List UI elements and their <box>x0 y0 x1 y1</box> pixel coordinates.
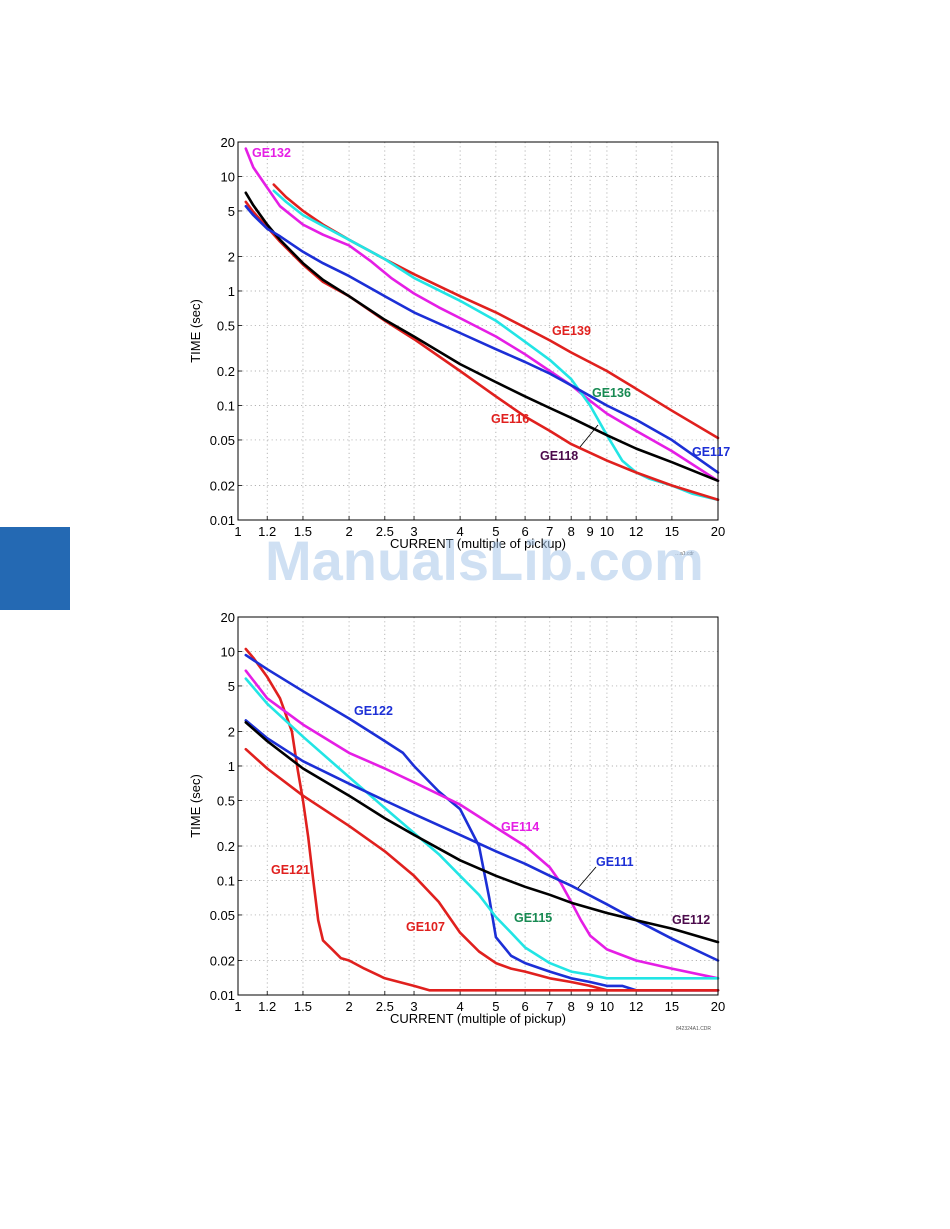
plot-area <box>238 142 718 520</box>
curve-label-ge112: GE112 <box>672 913 710 927</box>
x-tick-label: 8 <box>568 524 575 539</box>
x-tick-label: 7 <box>546 999 553 1014</box>
y-tick-label: 0.05 <box>210 908 235 923</box>
curve-label-ge117: GE117 <box>692 445 730 459</box>
x-tick-label: 9 <box>586 999 593 1014</box>
y-tick-label: 20 <box>221 135 235 150</box>
series-line-ge114 <box>244 669 720 980</box>
y-tick-label: 2 <box>228 250 235 265</box>
x-tick-label: 10 <box>600 999 614 1014</box>
x-tick-label: 12 <box>629 524 643 539</box>
plot-frame <box>237 616 719 996</box>
y-tick-label: 0.1 <box>217 873 235 888</box>
curve-label-ge114: GE114 <box>501 820 539 834</box>
series-line-ge107 <box>244 747 720 992</box>
curve-label-ge116: GE116 <box>491 412 529 426</box>
y-axis-label: TIME (sec) <box>188 774 203 838</box>
y-tick-label: 1 <box>228 759 235 774</box>
plot-area <box>238 617 718 995</box>
curve-label-ge111: GE111 <box>596 855 634 869</box>
y-tick-label: 2 <box>228 725 235 740</box>
x-tick-label: 8 <box>568 999 575 1014</box>
y-tick-label: 0.2 <box>217 839 235 854</box>
plot-frame <box>237 141 719 521</box>
series-line-ge117 <box>244 204 720 474</box>
x-tick-label: 1.2 <box>258 524 276 539</box>
x-tick-label: 1 <box>234 524 241 539</box>
x-axis-label: CURRENT (multiple of pickup) <box>390 536 566 551</box>
x-tick-label: 20 <box>711 524 725 539</box>
x-tick-label: 2.5 <box>376 524 394 539</box>
x-tick-label: 2 <box>345 524 352 539</box>
side-section-tab <box>0 527 70 610</box>
watermark: ManualsLib.com <box>265 529 704 592</box>
x-tick-label: 4 <box>457 999 464 1014</box>
y-tick-label: 0.01 <box>210 513 235 528</box>
x-tick-label: 15 <box>665 524 679 539</box>
y-tick-label: 10 <box>221 169 235 184</box>
y-tick-label: 10 <box>221 644 235 659</box>
x-tick-label: 7 <box>546 524 553 539</box>
x-tick-label: 10 <box>600 524 614 539</box>
curve-label-ge121: GE121 <box>271 863 310 877</box>
x-tick-label: 2 <box>345 999 352 1014</box>
x-tick-label: 15 <box>665 999 679 1014</box>
curve-label-ge132: GE132 <box>252 146 291 160</box>
x-axis-label: CURRENT (multiple of pickup) <box>390 1011 566 1026</box>
x-tick-label: 3 <box>410 999 417 1014</box>
y-tick-label: 0.5 <box>217 318 235 333</box>
series-line-ge132 <box>244 147 720 483</box>
x-tick-label: 20 <box>711 999 725 1014</box>
series-line-ge121 <box>244 647 720 992</box>
curve-label-ge122: GE122 <box>354 704 393 718</box>
x-tick-label: 4 <box>457 524 464 539</box>
x-tick-label: 1.2 <box>258 999 276 1014</box>
label-leader-line <box>577 866 597 889</box>
series-line-ge112 <box>244 721 720 944</box>
y-tick-label: 0.01 <box>210 988 235 1003</box>
curve-label-ge118: GE118 <box>540 449 578 463</box>
y-tick-label: 0.02 <box>210 954 235 969</box>
y-tick-label: 0.5 <box>217 793 235 808</box>
drawing-code: 842324A1.CDR <box>676 1026 711 1032</box>
label-leader-line <box>579 424 599 448</box>
x-tick-label: 12 <box>629 999 643 1014</box>
y-tick-label: 5 <box>228 204 235 219</box>
series-line-ge139 <box>272 183 720 440</box>
y-tick-label: 5 <box>228 679 235 694</box>
curve-label-ge107: GE107 <box>406 920 445 934</box>
series-line-ge118 <box>244 191 720 483</box>
y-tick-label: 0.05 <box>210 433 235 448</box>
x-tick-label: 2.5 <box>376 999 394 1014</box>
series-line-ge111 <box>244 719 720 962</box>
y-tick-label: 0.1 <box>217 398 235 413</box>
series-line-ge115 <box>244 677 720 980</box>
curve-label-ge136: GE136 <box>592 386 631 400</box>
series-line-ge122 <box>244 653 720 992</box>
y-axis-label: TIME (sec) <box>188 299 203 363</box>
curve-label-ge115: GE115 <box>514 911 552 925</box>
x-tick-label: 1.5 <box>294 524 312 539</box>
y-tick-label: 0.02 <box>210 479 235 494</box>
x-tick-label: 9 <box>586 524 593 539</box>
drawing-code: …a1.cdr <box>675 551 694 557</box>
x-tick-label: 5 <box>492 524 499 539</box>
x-tick-label: 6 <box>521 999 528 1014</box>
x-tick-label: 6 <box>521 524 528 539</box>
curve-label-ge139: GE139 <box>552 324 591 338</box>
y-tick-label: 1 <box>228 284 235 299</box>
x-tick-label: 5 <box>492 999 499 1014</box>
x-tick-label: 1 <box>234 999 241 1014</box>
x-tick-label: 1.5 <box>294 999 312 1014</box>
x-tick-label: 3 <box>410 524 417 539</box>
y-tick-label: 20 <box>221 610 235 625</box>
y-tick-label: 0.2 <box>217 364 235 379</box>
